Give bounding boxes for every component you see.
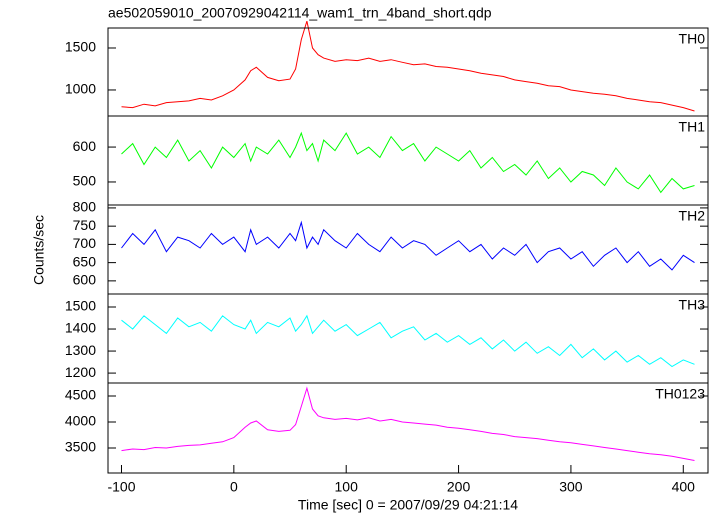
y-tick-label: 4500 <box>65 387 96 403</box>
x-tick-label: 0 <box>230 479 238 495</box>
y-tick-label: 1400 <box>65 320 96 336</box>
y-axis-label: Counts/sec <box>31 215 47 285</box>
light-curve <box>121 386 695 461</box>
y-tick-label: 600 <box>73 272 97 288</box>
series-label: TH0123 <box>655 386 705 402</box>
y-tick-label: 3500 <box>65 439 96 455</box>
x-tick-label: 200 <box>447 479 471 495</box>
x-tick-label: 400 <box>672 479 696 495</box>
y-tick-label: 1200 <box>65 364 96 380</box>
y-tick-label: 600 <box>73 138 97 154</box>
light-curve <box>121 131 695 194</box>
y-tick-label: 700 <box>73 235 97 251</box>
panel-frame <box>107 204 709 295</box>
series-label: TH2 <box>679 208 706 224</box>
y-tick-label: 500 <box>73 173 97 189</box>
panel-frame <box>107 27 709 117</box>
y-tick-label: 1500 <box>65 298 96 314</box>
x-tick-label: -100 <box>107 479 135 495</box>
x-tick-label: 100 <box>335 479 359 495</box>
y-tick-label: 4000 <box>65 413 96 429</box>
series-label: TH3 <box>679 297 706 313</box>
chart-title: ae502059010_20070929042114_wam1_trn_4ban… <box>108 5 492 21</box>
panel-frame <box>107 115 709 206</box>
y-tick-label: 1000 <box>65 81 96 97</box>
series-label: TH1 <box>679 119 706 135</box>
y-tick-label: 1500 <box>65 39 96 55</box>
y-tick-label: 1300 <box>65 342 96 358</box>
y-tick-label: 650 <box>73 253 97 269</box>
x-axis-label: Time [sec] 0 = 2007/09/29 04:21:14 <box>298 497 518 513</box>
series-label: TH0 <box>679 31 706 47</box>
panel-frame <box>107 293 709 384</box>
light-curve <box>121 314 695 368</box>
y-tick-label: 800 <box>73 199 97 215</box>
light-curve <box>121 220 695 271</box>
x-tick-label: 300 <box>559 479 583 495</box>
panel-frame <box>107 382 709 474</box>
y-tick-label: 750 <box>73 217 97 233</box>
light-curve <box>121 20 695 112</box>
